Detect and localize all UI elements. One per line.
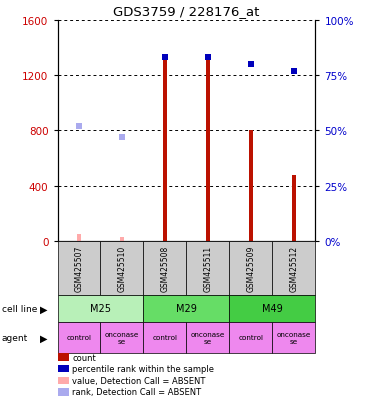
- Text: M25: M25: [90, 304, 111, 314]
- Text: cell line: cell line: [2, 304, 37, 313]
- Bar: [58, 322, 101, 353]
- Bar: [101, 242, 144, 295]
- Bar: [101, 322, 144, 353]
- Text: percentile rank within the sample: percentile rank within the sample: [72, 364, 214, 373]
- Text: agent: agent: [2, 333, 28, 342]
- Bar: [206, 61, 210, 242]
- Text: GSM425508: GSM425508: [160, 245, 170, 292]
- Bar: [186, 242, 229, 295]
- Bar: [186, 322, 229, 353]
- Bar: [249, 131, 253, 242]
- Text: GSM425511: GSM425511: [203, 245, 213, 292]
- Bar: [163, 57, 167, 242]
- Bar: [58, 295, 144, 322]
- Bar: [229, 295, 315, 322]
- Bar: [292, 176, 296, 242]
- Text: onconase
se: onconase se: [277, 331, 311, 344]
- Bar: [144, 242, 186, 295]
- Text: M49: M49: [262, 304, 283, 314]
- Text: value, Detection Call = ABSENT: value, Detection Call = ABSENT: [72, 376, 206, 385]
- Bar: [144, 295, 229, 322]
- Text: count: count: [72, 353, 96, 362]
- Text: ▶: ▶: [40, 304, 47, 314]
- Title: GDS3759 / 228176_at: GDS3759 / 228176_at: [113, 5, 260, 18]
- Text: rank, Detection Call = ABSENT: rank, Detection Call = ABSENT: [72, 387, 201, 396]
- Bar: [58, 242, 101, 295]
- Bar: [272, 242, 315, 295]
- Text: GSM425510: GSM425510: [118, 245, 127, 292]
- Bar: [77, 235, 81, 242]
- Text: ▶: ▶: [40, 332, 47, 343]
- Text: M29: M29: [176, 304, 197, 314]
- Text: GSM425509: GSM425509: [246, 245, 255, 292]
- Text: onconase
se: onconase se: [105, 331, 139, 344]
- Text: control: control: [152, 335, 177, 341]
- Text: GSM425512: GSM425512: [289, 245, 298, 292]
- Text: onconase
se: onconase se: [191, 331, 225, 344]
- Bar: [120, 237, 124, 242]
- Bar: [144, 322, 186, 353]
- Bar: [272, 322, 315, 353]
- Bar: [229, 242, 272, 295]
- Text: control: control: [66, 335, 92, 341]
- Text: GSM425507: GSM425507: [75, 245, 83, 292]
- Bar: [229, 322, 272, 353]
- Text: control: control: [239, 335, 263, 341]
